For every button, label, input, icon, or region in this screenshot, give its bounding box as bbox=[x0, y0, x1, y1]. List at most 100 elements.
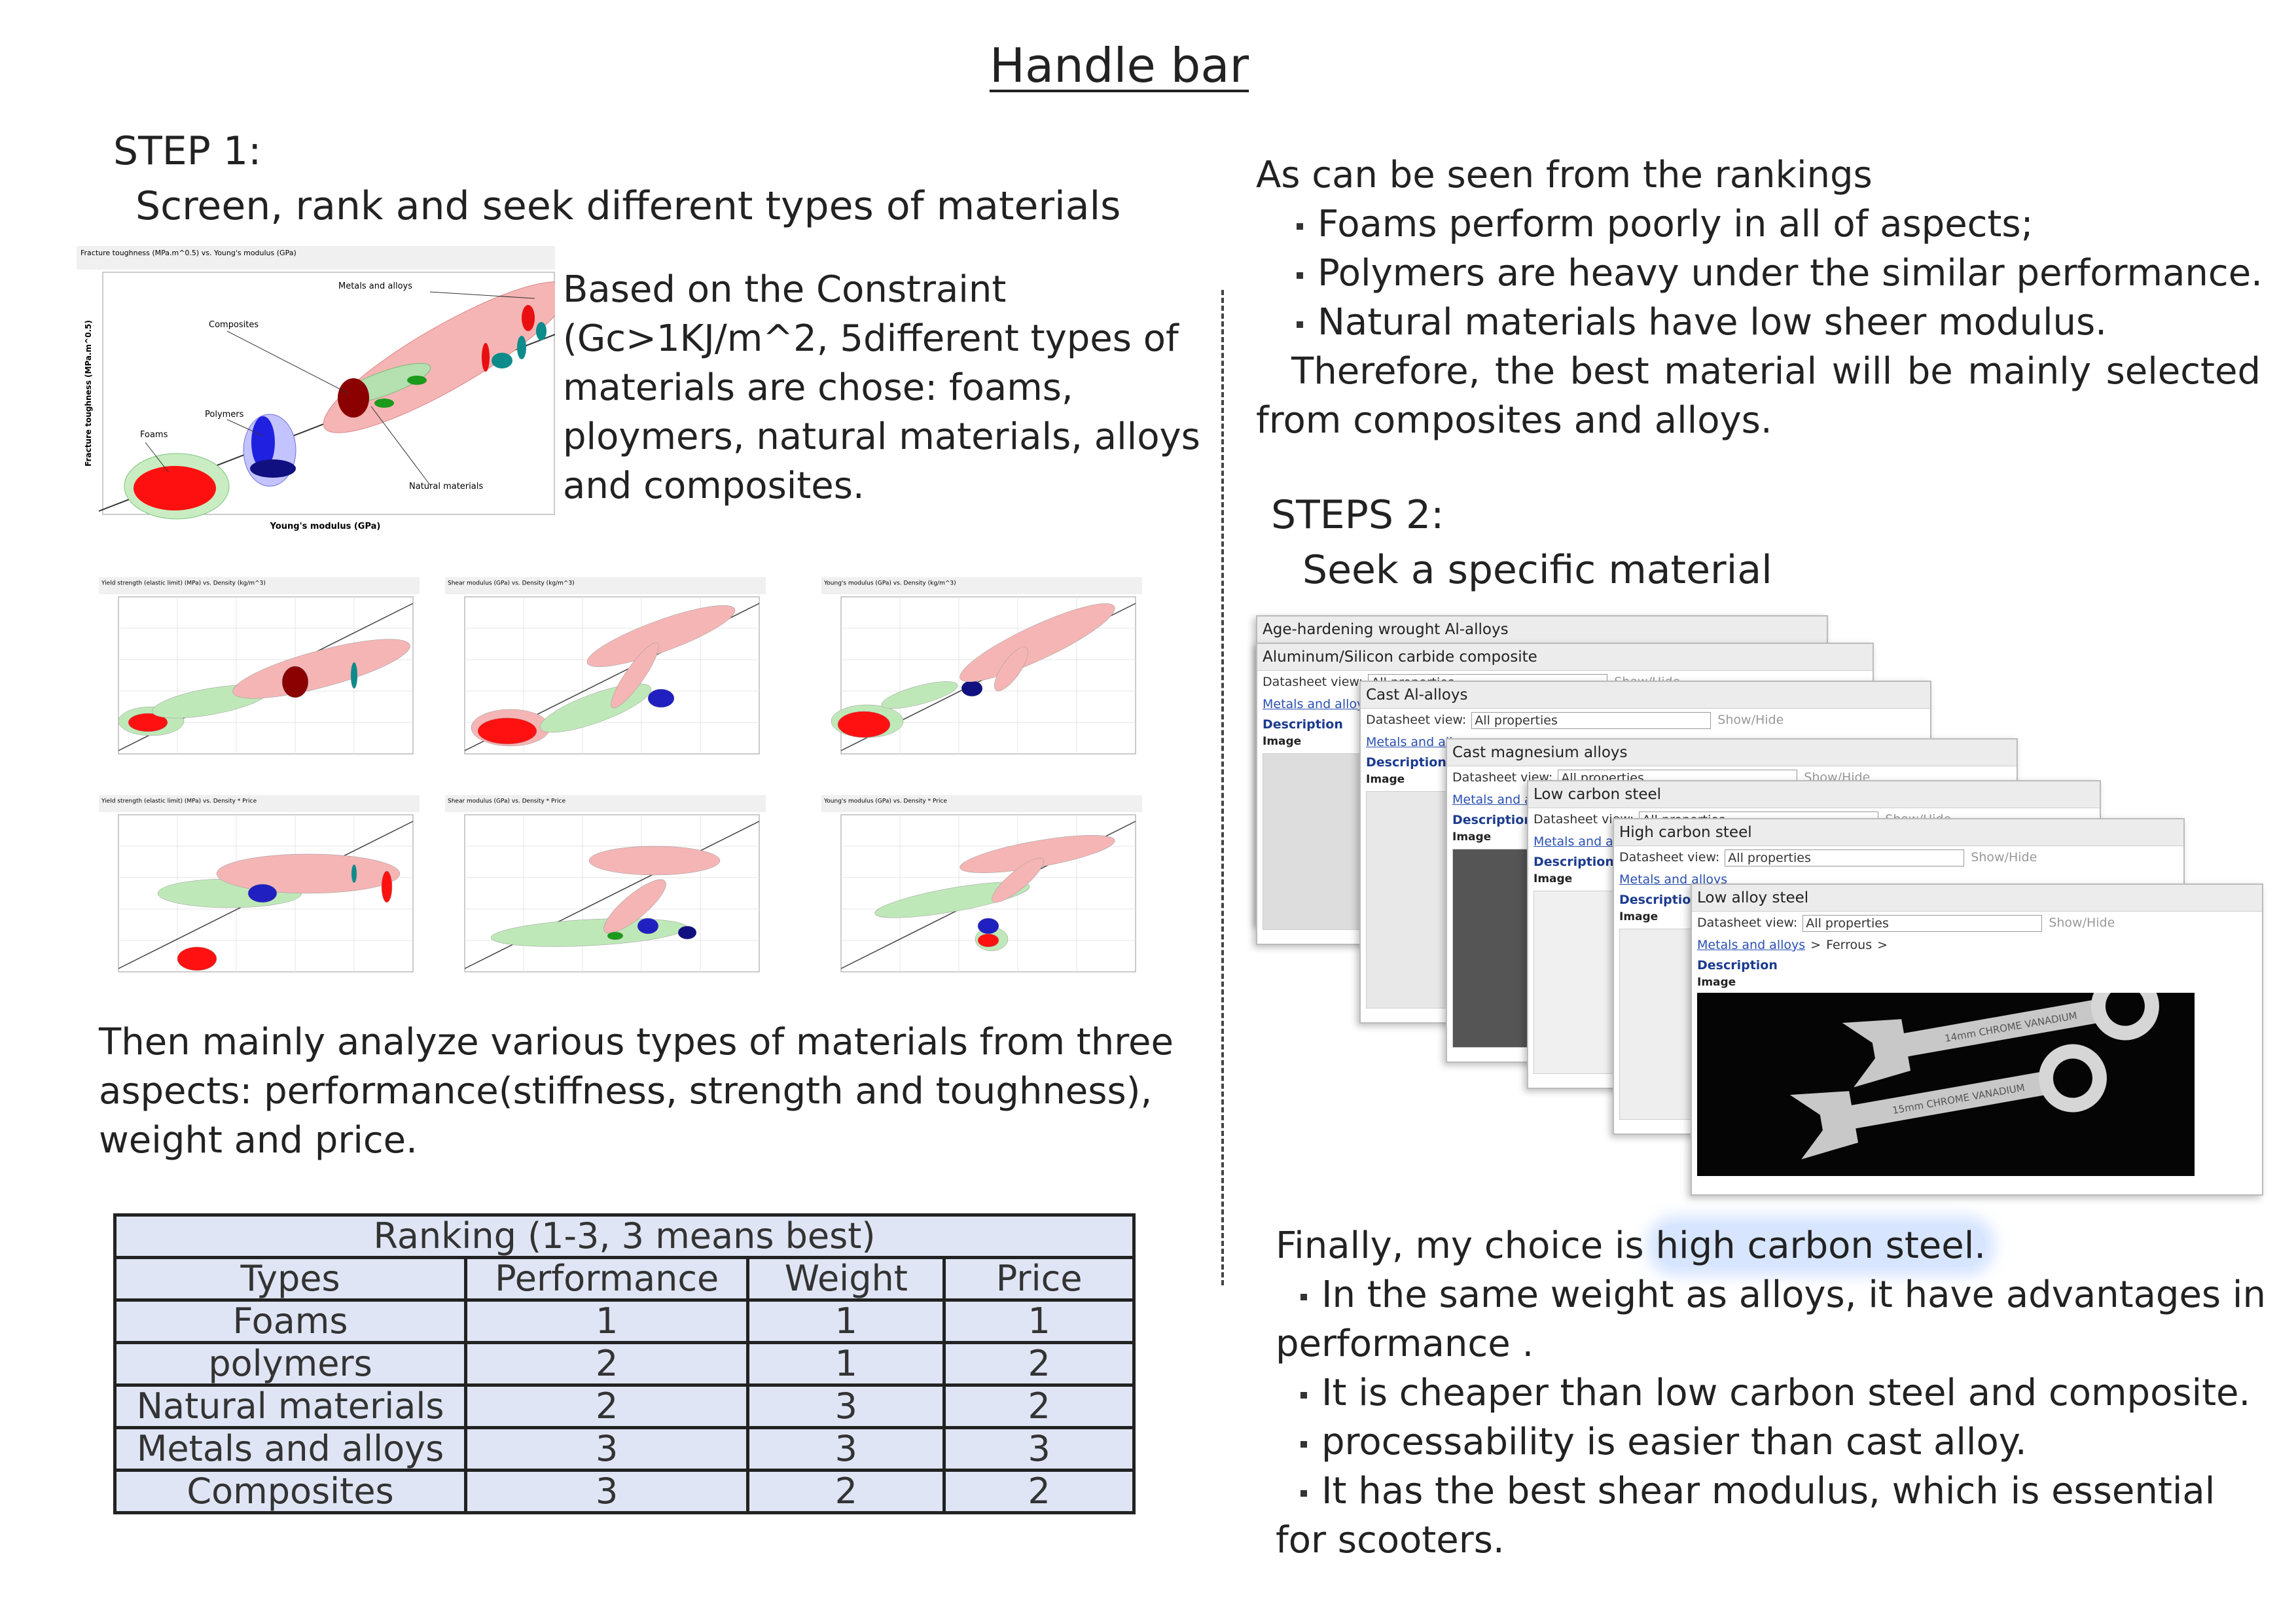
composite-bubble bbox=[517, 336, 526, 359]
image-heading: Image bbox=[1534, 872, 1573, 885]
table-row: Foams 1 1 1 bbox=[113, 1298, 1136, 1344]
table-cell: 3 bbox=[464, 1469, 750, 1514]
breadcrumb-link: Metals and alloys bbox=[1619, 872, 1728, 887]
datasheet-label: Datasheet view: bbox=[1534, 812, 1634, 827]
step1-subheading: Screen, rank and seek different types of… bbox=[135, 183, 1121, 229]
bullet-point: processability is easier than cast alloy… bbox=[1276, 1418, 2266, 1467]
text-line: Finally, my choice is high carbon steel. bbox=[1276, 1221, 2266, 1270]
table-cell: Foams bbox=[113, 1298, 468, 1344]
text-line: weight and price. bbox=[99, 1119, 418, 1162]
wrench-ring-hole bbox=[2053, 1058, 2092, 1098]
chart-title: Yield strength (elastic limit) (MPa) vs.… bbox=[101, 580, 266, 587]
wrench-handle bbox=[1892, 998, 2113, 1058]
table-cell: 3 bbox=[746, 1426, 946, 1472]
description-heading: Description bbox=[1452, 813, 1533, 827]
datasheet-select: All properties bbox=[1471, 711, 1712, 729]
image-heading: Image bbox=[1452, 830, 1492, 844]
small-chart: Young's modulus (GPa) vs. Density * Pric… bbox=[821, 795, 1142, 972]
table-header: Performance bbox=[464, 1256, 750, 1302]
bubble bbox=[477, 717, 537, 745]
wrench-handle bbox=[1840, 1070, 2061, 1130]
bubble bbox=[677, 925, 697, 940]
table-header: Weight bbox=[746, 1256, 946, 1302]
bubble bbox=[960, 603, 1115, 683]
table-cell: 1 bbox=[746, 1341, 946, 1387]
bubble bbox=[881, 681, 958, 709]
bubble bbox=[994, 647, 1028, 691]
table-cell: Metals and alloys bbox=[113, 1426, 468, 1472]
chart-label: Composites bbox=[209, 320, 259, 330]
datasheet-select: All properties bbox=[1725, 849, 1965, 866]
label-leader bbox=[429, 291, 535, 299]
bubble bbox=[588, 846, 721, 876]
table-cell: 3 bbox=[746, 1383, 946, 1429]
label-leader bbox=[226, 330, 349, 394]
bubble bbox=[128, 713, 168, 732]
text-line: materials are chose: foams, bbox=[563, 366, 1073, 409]
bubble bbox=[837, 711, 891, 738]
ranking-table: Ranking (1-3, 3 means best) Types Performa… bbox=[113, 1213, 1136, 1514]
card-title: Cast magnesium alloys bbox=[1447, 740, 2017, 766]
small-chart: Shear modulus (GPa) vs. Density * Price bbox=[445, 795, 766, 972]
description-heading: Description bbox=[1366, 755, 1446, 770]
datasheet-label: Datasheet view: bbox=[1366, 713, 1467, 727]
final-choice: high carbon steel. bbox=[1655, 1224, 1986, 1267]
polymers-bubble bbox=[251, 416, 275, 469]
chart-title: Shear modulus (GPa) vs. Density (kg/m^3) bbox=[448, 580, 575, 587]
y-axis-label: Fracture toughness (MPa.m^0.5) bbox=[84, 320, 93, 467]
text-line: ploymers, natural materials, alloys bbox=[563, 416, 1200, 458]
chart-toolbar bbox=[821, 577, 1142, 594]
wrench-jaw bbox=[1789, 1091, 1859, 1160]
metal-bubble bbox=[338, 378, 369, 418]
small-chart: Shear modulus (GPa) vs. Density (kg/m^3) bbox=[445, 577, 766, 755]
bubble bbox=[992, 857, 1044, 903]
metal-bubble bbox=[522, 305, 535, 331]
chart-toolbar bbox=[77, 246, 555, 270]
natural-bubble bbox=[374, 399, 394, 408]
metal-bubble bbox=[482, 343, 490, 372]
chart-label: Natural materials bbox=[409, 482, 483, 491]
final-text: Finally, my choice is high carbon steel.… bbox=[1276, 1221, 2266, 1565]
composite-bubble bbox=[492, 353, 512, 368]
table-cell: 2 bbox=[746, 1469, 946, 1514]
card-title: Cast Al-alloys bbox=[1361, 682, 1930, 709]
bullet-point: It is cheaper than low carbon steel and … bbox=[1276, 1368, 2266, 1418]
bubble bbox=[647, 688, 675, 708]
bubble bbox=[586, 605, 736, 668]
card-title: Aluminum/Silicon carbide composite bbox=[1257, 644, 1873, 671]
chart-toolbar bbox=[99, 577, 420, 594]
datasheet-label: Datasheet view: bbox=[1697, 916, 1798, 930]
image-heading: Image bbox=[1263, 735, 1302, 748]
text-line: performance . bbox=[1276, 1323, 1534, 1365]
datasheet-row: Datasheet view: All properties Show/Hide bbox=[1361, 709, 1930, 731]
small-chart: Yield strength (elastic limit) (MPa) vs.… bbox=[99, 795, 420, 972]
x-axis-label: Young's modulus (GPa) bbox=[270, 522, 381, 531]
datasheet-row: Datasheet view: All properties Show/Hide bbox=[1614, 846, 2183, 868]
foams-bubble bbox=[134, 466, 216, 510]
step2-heading: STEPS 2: bbox=[1271, 492, 1444, 538]
constraint-text: Based on the Constraint (Gc>1KJ/m^2, 5dif… bbox=[563, 265, 1200, 510]
bullet-point: In the same weight as alloys, it have ad… bbox=[1276, 1270, 2266, 1319]
screenshot-card: Low alloy steel Datasheet view: All proper… bbox=[1691, 883, 2263, 1196]
natural-bubble bbox=[407, 376, 427, 385]
chart-label: Polymers bbox=[205, 410, 244, 419]
table-cell: 3 bbox=[464, 1426, 750, 1472]
breadcrumb-link: Metals and alloys bbox=[1263, 697, 1371, 711]
breadcrumb-item: Ferrous bbox=[1826, 938, 1873, 952]
label-leader bbox=[370, 406, 431, 486]
bubble bbox=[247, 883, 278, 903]
bubble bbox=[381, 870, 393, 903]
table-header: Types bbox=[113, 1256, 468, 1302]
bubble bbox=[603, 879, 666, 934]
bubble bbox=[216, 853, 401, 894]
breadcrumb-link: Metals and alloys bbox=[1697, 938, 1806, 952]
bubble bbox=[281, 666, 309, 698]
bubble bbox=[637, 918, 659, 935]
composite-bubble bbox=[536, 322, 547, 340]
breadcrumb: Metals and alloys bbox=[1257, 693, 1873, 715]
bubble bbox=[351, 864, 357, 883]
show-hide: Show/Hide bbox=[2049, 916, 2115, 930]
polymers-bubble bbox=[250, 459, 296, 478]
datasheet-select: All properties bbox=[1803, 914, 2043, 932]
